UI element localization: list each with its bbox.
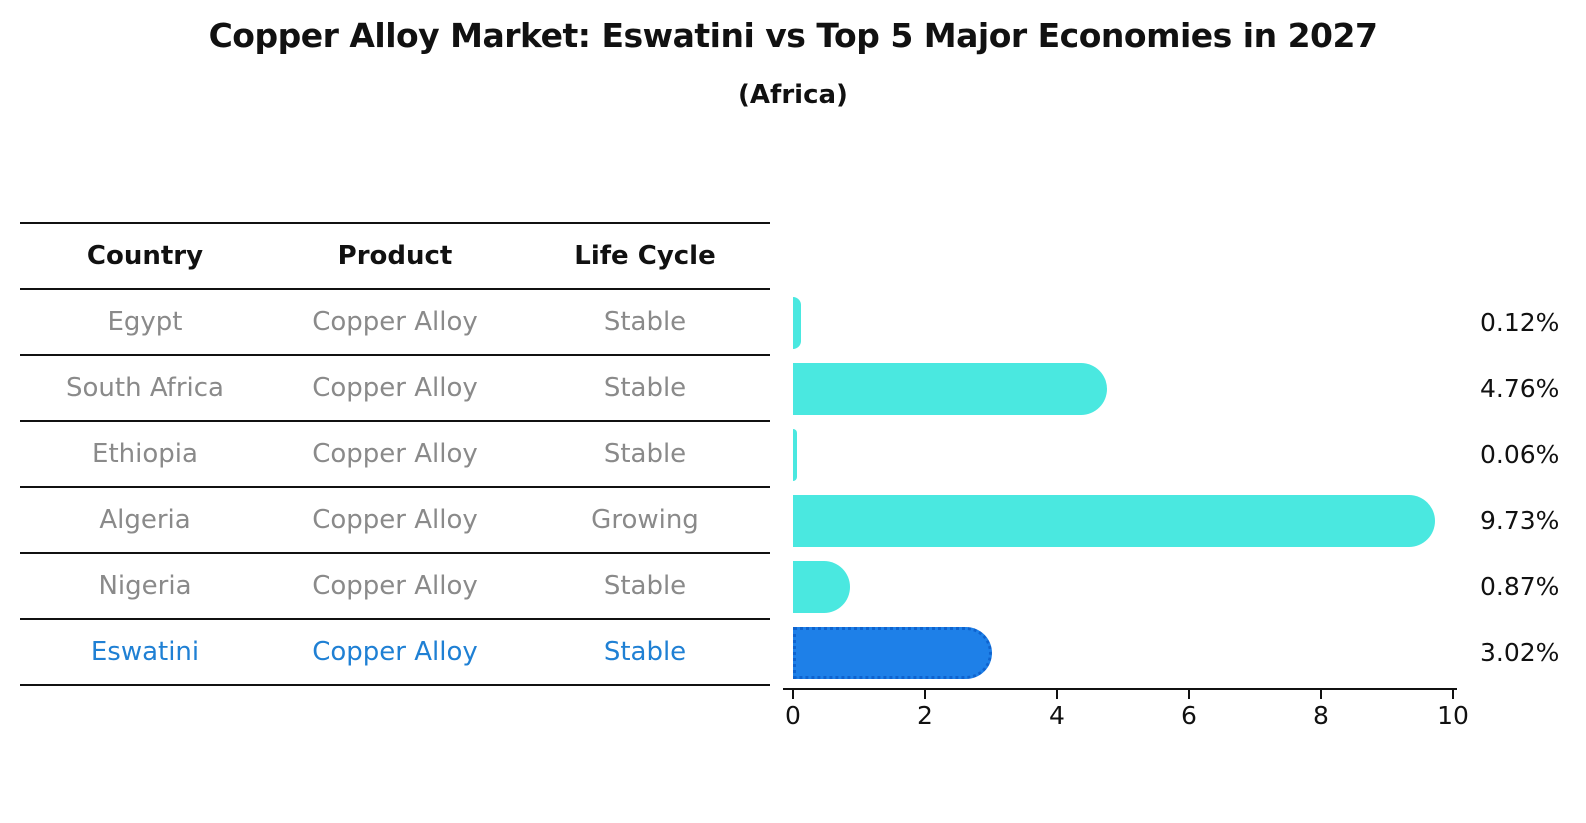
table-row: Egypt Copper Alloy Stable	[20, 290, 770, 356]
cell-life-cycle: Stable	[603, 439, 687, 469]
x-axis-tick-label: 10	[1437, 701, 1469, 730]
x-axis-tick-label: 6	[1181, 701, 1197, 730]
value-label: 9.73%	[1480, 506, 1560, 535]
table-row-eswatini: Eswatini Copper Alloy Stable	[20, 620, 770, 686]
x-axis-tick	[792, 690, 794, 699]
cell-country: South Africa	[66, 373, 224, 403]
cell-country: Nigeria	[98, 571, 192, 601]
table-row: Nigeria Copper Alloy Stable	[20, 554, 770, 620]
cell-life-cycle: Stable	[603, 637, 687, 667]
cell-product: Copper Alloy	[312, 439, 478, 469]
cell-life-cycle: Stable	[603, 307, 687, 337]
value-label: 0.87%	[1480, 572, 1560, 601]
chart-subtitle: (Africa)	[738, 80, 848, 110]
column-header-country: Country	[86, 241, 204, 271]
x-axis-tick-label: 8	[1313, 701, 1329, 730]
cell-product: Copper Alloy	[312, 637, 478, 667]
column-header-lifecycle: Life Cycle	[574, 241, 716, 271]
bar-egypt	[793, 297, 801, 349]
cell-product: Copper Alloy	[312, 307, 478, 337]
x-axis-tick	[1452, 690, 1454, 699]
cell-country: Algeria	[99, 505, 191, 535]
chart-title: Copper Alloy Market: Eswatini vs Top 5 M…	[208, 16, 1378, 55]
x-axis-tick-label: 2	[917, 701, 933, 730]
table-row: Ethiopia Copper Alloy Stable	[20, 422, 770, 488]
x-axis-tick-label: 4	[1049, 701, 1065, 730]
value-label: 0.06%	[1480, 440, 1560, 469]
bar-eswatini	[793, 627, 993, 679]
cell-country: Ethiopia	[92, 439, 198, 469]
bar-algeria	[793, 495, 1436, 547]
x-axis-tick	[1320, 690, 1322, 699]
table-row: South Africa Copper Alloy Stable	[20, 356, 770, 422]
bar-nigeria	[793, 561, 851, 613]
value-label: 0.12%	[1480, 308, 1560, 337]
cell-country: Egypt	[107, 307, 183, 337]
x-axis-tick	[1188, 690, 1190, 699]
table-row: Algeria Copper Alloy Growing	[20, 488, 770, 554]
bar-ethiopia	[793, 429, 797, 481]
cell-life-cycle: Stable	[603, 571, 687, 601]
value-label: 4.76%	[1480, 374, 1560, 403]
x-axis-tick-label: 0	[785, 701, 801, 730]
cell-product: Copper Alloy	[312, 373, 478, 403]
cell-country: Eswatini	[90, 637, 200, 667]
cell-life-cycle: Stable	[603, 373, 687, 403]
x-axis-tick	[924, 690, 926, 699]
cell-product: Copper Alloy	[312, 571, 478, 601]
country-table: Country Product Life Cycle Egypt Copper …	[20, 222, 770, 686]
bar-south-africa	[793, 363, 1108, 415]
x-axis-line	[783, 688, 1457, 690]
x-axis-tick	[1056, 690, 1058, 699]
value-label: 3.02%	[1480, 638, 1560, 667]
cell-life-cycle: Growing	[591, 505, 699, 535]
cell-product: Copper Alloy	[312, 505, 478, 535]
column-header-product: Product	[337, 241, 453, 271]
table-header-row: Country Product Life Cycle	[20, 222, 770, 290]
